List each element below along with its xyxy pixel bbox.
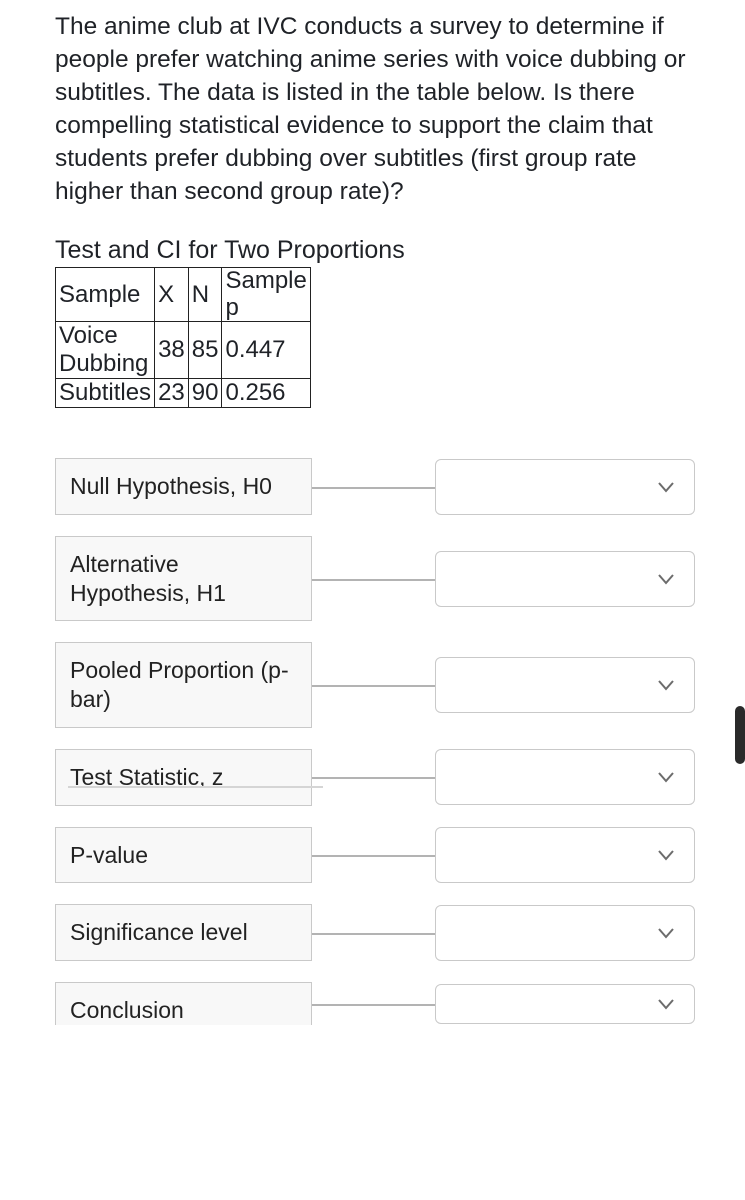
cell-p: 0.447	[222, 322, 310, 379]
connector-line	[312, 827, 435, 884]
label-p-value: P-value	[55, 827, 312, 884]
match-row: P-value	[55, 827, 695, 884]
label-text: P-value	[70, 841, 148, 870]
chevron-down-icon	[656, 569, 676, 589]
label-text: Conclusion	[70, 996, 184, 1025]
match-row: Test Statistic, z	[55, 749, 695, 806]
col-sample-p: Samplep	[222, 268, 310, 322]
table-row: Subtitles 23 90 0.256	[56, 379, 311, 408]
label-text: Significance level	[70, 918, 248, 947]
label-conclusion: Conclusion	[55, 982, 312, 1025]
col-x: X	[155, 268, 189, 322]
chevron-down-icon	[656, 477, 676, 497]
connector-line	[312, 982, 435, 1025]
connector-line	[312, 458, 435, 515]
label-significance-level: Significance level	[55, 904, 312, 961]
chevron-down-icon	[656, 675, 676, 695]
dropdown-test-statistic[interactable]	[435, 749, 695, 805]
cell-sample: VoiceDubbing	[56, 322, 155, 379]
label-pooled-proportion: Pooled Proportion (p-bar)	[55, 642, 312, 728]
col-n: N	[188, 268, 222, 322]
dropdown-conclusion[interactable]	[435, 984, 695, 1024]
cell-n: 90	[188, 379, 222, 408]
chevron-down-icon	[656, 923, 676, 943]
label-text: Null Hypothesis, H0	[70, 472, 272, 501]
cell-p: 0.256	[222, 379, 310, 408]
scrollbar-thumb[interactable]	[735, 706, 745, 764]
dropdown-pooled-proportion[interactable]	[435, 657, 695, 713]
match-row: Alternative Hypothesis, H1	[55, 536, 695, 622]
cell-sample: Subtitles	[56, 379, 155, 408]
table-row: VoiceDubbing 38 85 0.447	[56, 322, 311, 379]
chevron-down-icon	[656, 767, 676, 787]
connector-line	[312, 642, 435, 728]
test-heading: Test and CI for Two Proportions	[55, 236, 695, 265]
connector-line	[312, 749, 435, 806]
chevron-down-icon	[656, 994, 676, 1014]
col-sample: Sample	[56, 268, 155, 322]
label-test-statistic: Test Statistic, z	[55, 749, 312, 806]
cell-x: 23	[155, 379, 189, 408]
question-text: The anime club at IVC conducts a survey …	[55, 10, 695, 208]
connector-line	[312, 536, 435, 622]
cell-x: 38	[155, 322, 189, 379]
dropdown-p-value[interactable]	[435, 827, 695, 883]
match-row: Null Hypothesis, H0	[55, 458, 695, 515]
divider	[68, 786, 323, 788]
matching-area: Null Hypothesis, H0 Alternative Hypothes…	[55, 458, 695, 1025]
data-table: Sample X N Samplep VoiceDubbing 38 85 0.…	[55, 267, 311, 408]
label-null-hypothesis: Null Hypothesis, H0	[55, 458, 312, 515]
dropdown-alt-hypothesis[interactable]	[435, 551, 695, 607]
match-row: Conclusion	[55, 982, 695, 1025]
label-text: Pooled Proportion (p-bar)	[70, 656, 297, 714]
dropdown-significance-level[interactable]	[435, 905, 695, 961]
chevron-down-icon	[656, 845, 676, 865]
dropdown-null-hypothesis[interactable]	[435, 459, 695, 515]
label-alt-hypothesis: Alternative Hypothesis, H1	[55, 536, 312, 622]
match-row: Pooled Proportion (p-bar)	[55, 642, 695, 728]
cell-n: 85	[188, 322, 222, 379]
connector-line	[312, 904, 435, 961]
label-text: Alternative Hypothesis, H1	[70, 550, 297, 608]
match-row: Significance level	[55, 904, 695, 961]
